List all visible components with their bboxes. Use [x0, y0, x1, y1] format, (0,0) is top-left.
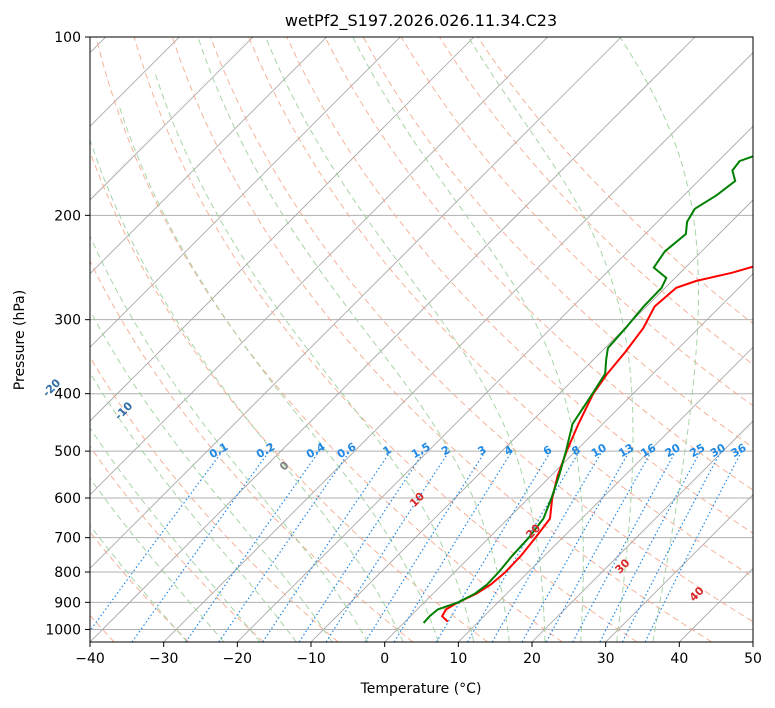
isotherm--30: [163, 52, 753, 642]
moist-adiabat--20: [90, 427, 261, 642]
dry-adiabat--10: [90, 356, 339, 642]
dry-adiabat-20: [95, 37, 563, 642]
isotherm--90: [90, 37, 327, 275]
series-dewpoint: [422, 155, 753, 624]
x-tick-label-50: 50: [744, 651, 762, 667]
mixing-ratio-line-0.1: [90, 450, 223, 632]
plot-frame: [89, 36, 754, 643]
mixing-ratio-line-20: [572, 450, 677, 642]
y-tick-label-600: 600: [54, 491, 81, 507]
dry-adiabat-60: [248, 37, 753, 578]
mixing-ratio-line-2: [325, 450, 450, 642]
x-tick-label-10: 10: [449, 651, 467, 667]
x-tick-label-30: 30: [597, 651, 615, 667]
dry-adiabat-80: [324, 37, 753, 491]
y-tick-label-300: 300: [54, 313, 81, 329]
mixing-ratio-line-16: [545, 450, 653, 642]
moist-adiabat--15: [90, 371, 297, 642]
moist-adiabat--10: [90, 309, 333, 642]
dry-adiabat-30: [133, 37, 638, 642]
series-temperature: [440, 265, 753, 623]
dry-adiabat--20: [90, 445, 264, 642]
moist-adiabat-5: [118, 104, 439, 642]
mixing-ratio-lines: [90, 450, 743, 642]
dry-adiabat-0: [90, 259, 414, 642]
x-tick-label--10: −10: [296, 651, 326, 667]
isotherm--100: [90, 37, 254, 201]
isotherm--70: [90, 37, 475, 422]
y-tick-label-1000: 1000: [45, 622, 81, 638]
x-tick-label--40: −40: [75, 651, 105, 667]
x-tick-label--30: −30: [149, 651, 179, 667]
mixing-ratio-line-0.6: [218, 450, 351, 642]
isotherm-0: [384, 273, 753, 642]
moist-adiabat--5: [90, 235, 369, 642]
x-tick-label-40: 40: [670, 651, 688, 667]
y-tick-label-200: 200: [54, 208, 81, 224]
dry-adiabat-70: [286, 37, 753, 534]
mixing-ratio-line-4: [393, 450, 513, 642]
line-labels: 0.10.20.40.611.52346810131620253036-100-…: [40, 376, 749, 604]
isotherm-10: [458, 346, 753, 642]
mixing-ratio-line-13: [521, 450, 631, 642]
mixing-ratio-line-36: [644, 450, 743, 642]
y-tick-label-400: 400: [54, 387, 81, 403]
y-tick-label-100: 100: [54, 30, 81, 46]
isotherm--40: [90, 37, 696, 642]
chart-title: wetPf2_S197.2026.026.11.34.C23: [285, 11, 557, 31]
moist-adiabat-25: [352, 37, 584, 642]
plot-area: [90, 37, 753, 642]
x-tick-label--20: −20: [223, 651, 253, 667]
y-tick-label-500: 500: [54, 444, 81, 460]
grid-lines: [90, 37, 753, 642]
mixing-ratio-line-0.2: [131, 450, 270, 642]
isotherm--60: [90, 37, 548, 496]
isotherm-30: [605, 494, 753, 642]
isotherm--50: [90, 37, 622, 569]
y-tick-label-800: 800: [54, 565, 81, 581]
x-tick-label-20: 20: [523, 651, 541, 667]
axes: −40 −30 −20 −10 0 10 20 30 40 50 100 200 300 400 500 60…: [45, 30, 762, 667]
mixing-ratio-line-1.5: [298, 450, 425, 642]
y-tick-label-700: 700: [54, 531, 81, 547]
moist-adiabat-0: [90, 138, 404, 642]
x-tick-label-0: 0: [380, 651, 389, 667]
moist-adiabat-20: [265, 37, 546, 642]
isotherm-20: [531, 420, 753, 642]
y-axis-title: Pressure (hPa): [12, 290, 28, 390]
y-tick-label-900: 900: [54, 595, 81, 611]
mixing-ratio-line-0.4: [185, 450, 320, 642]
x-axis-title: Temperature (°C): [360, 681, 482, 697]
dry-adiabat-50: [210, 37, 753, 623]
dry-adiabat-40: [171, 37, 712, 642]
sounding-series: [422, 155, 753, 624]
mixing-ratio-line-1: [262, 450, 392, 642]
moist-adiabat-15: [197, 37, 510, 642]
isotherm--80: [90, 37, 401, 348]
isotherm--20: [237, 125, 753, 642]
